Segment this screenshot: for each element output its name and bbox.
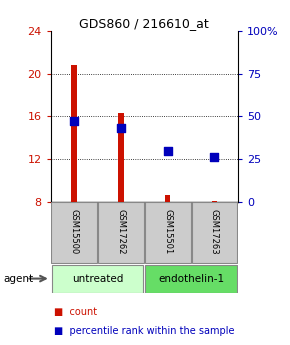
Point xyxy=(212,155,217,160)
Bar xyxy=(52,265,143,293)
Bar xyxy=(71,65,77,202)
Bar xyxy=(165,195,171,202)
Text: endothelin-1: endothelin-1 xyxy=(158,274,224,284)
Bar xyxy=(145,265,237,293)
Bar xyxy=(98,203,144,263)
Text: ■  percentile rank within the sample: ■ percentile rank within the sample xyxy=(54,326,234,336)
Point xyxy=(72,118,77,124)
Text: GSM17263: GSM17263 xyxy=(210,209,219,255)
Text: agent: agent xyxy=(3,274,33,284)
Point xyxy=(165,148,170,154)
Text: GSM17262: GSM17262 xyxy=(116,209,125,254)
Text: untreated: untreated xyxy=(72,274,123,284)
Bar xyxy=(51,203,97,263)
Text: GSM15501: GSM15501 xyxy=(163,209,172,254)
Text: GSM15500: GSM15500 xyxy=(70,209,79,254)
Bar xyxy=(118,113,124,202)
Bar xyxy=(212,201,217,202)
Point xyxy=(119,126,123,131)
Title: GDS860 / 216610_at: GDS860 / 216610_at xyxy=(79,17,209,30)
Bar xyxy=(145,203,191,263)
Bar xyxy=(191,203,237,263)
Text: ■  count: ■ count xyxy=(54,307,97,317)
